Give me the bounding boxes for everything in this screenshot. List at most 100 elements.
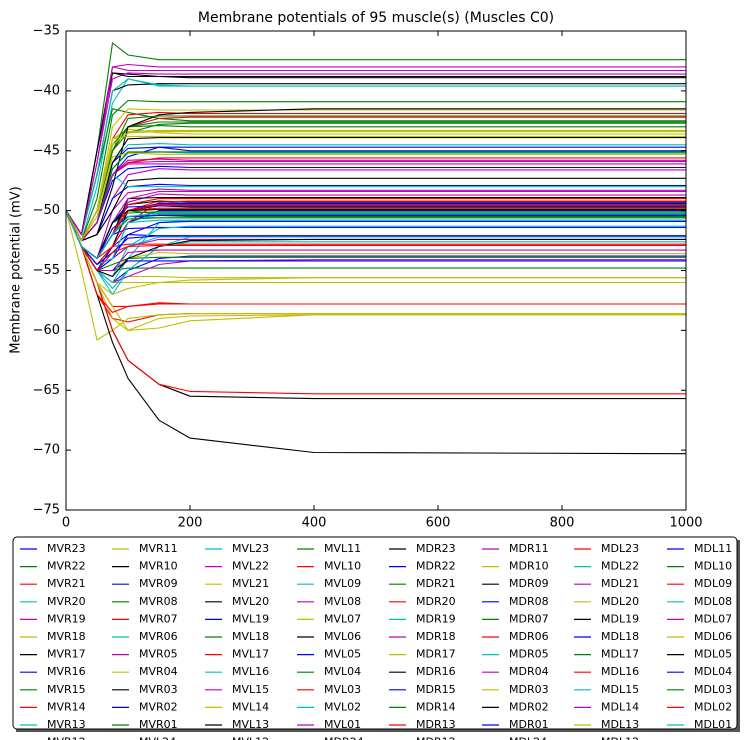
series-line [65,152,686,242]
series-line [65,210,686,272]
series-line [65,99,686,242]
series-line [65,210,686,313]
legend-label: MDR07 [509,612,549,625]
legend-label: MVR02 [139,700,178,713]
y-tick-label: −65 [33,383,60,398]
legend-label: MDR16 [416,665,456,678]
series-line [65,210,686,295]
legend-label: MVL21 [232,577,269,590]
legend-label: MDR24 [324,736,364,740]
legend-label: MVR22 [47,560,86,573]
legend-label: MDR03 [509,683,549,696]
legend-label: MVL19 [232,612,269,625]
legend-label: MVR12 [47,736,86,740]
legend-label: MDR23 [416,542,456,555]
series-line [65,78,686,236]
legend-label: MDR19 [416,612,456,625]
legend-label: MDR21 [416,577,456,590]
legend-label: MDR15 [416,683,456,696]
legend-label: MDR22 [416,560,456,573]
legend-label: MDR20 [416,595,456,608]
legend-label: MVL12 [232,736,269,740]
legend-label: MVL06 [324,630,361,643]
legend-label: MVL07 [324,612,361,625]
legend-label: MVR04 [139,665,178,678]
legend-label: MDR09 [509,577,549,590]
legend-label: MVL23 [232,542,269,555]
series-line [65,163,686,242]
series-line [65,66,686,236]
series-line [65,210,686,272]
legend-label: MVR09 [139,577,178,590]
legend-label: MDR13 [416,718,456,731]
y-tick-label: −40 [33,83,60,98]
series-line [65,210,686,260]
legend-label: MDL05 [694,648,732,661]
legend: MVR23 MVR22 MVR21 MVR20 MVR19 MVR18 MVR17 MVR16… [20,542,732,740]
legend-label: MVL09 [324,577,361,590]
chart-title: Membrane potentials of 95 muscle(s) (Mus… [198,10,554,26]
legend-label: MDL04 [694,665,732,678]
legend-label: MVL14 [232,700,269,713]
legend-box [12,536,738,730]
legend-label: MVR19 [47,612,86,625]
legend-label: MVL15 [232,683,269,696]
legend-label: MDL24 [509,736,547,740]
legend-label: MVL18 [232,630,269,643]
legend-label: MVR15 [47,683,86,696]
legend-label: MDR04 [509,665,549,678]
legend-label: MVR17 [47,648,86,661]
series-line [65,108,686,242]
legend-label: MDL06 [694,630,732,643]
legend-label: MDR01 [509,718,549,731]
y-tick-label: −75 [33,503,60,518]
legend-label: MVL16 [232,665,269,678]
x-tick-label: 800 [550,516,575,531]
y-tick-label: −35 [33,24,60,39]
legend-label: MDL12 [601,736,639,740]
series-line [65,210,686,395]
legend-label: MDL21 [601,577,639,590]
series-line [65,210,686,272]
series-line [65,210,686,272]
series-line [65,210,686,272]
legend-label: MVR13 [47,718,86,731]
series-line [65,210,686,272]
legend-label: MVL10 [324,560,361,573]
legend-label: MDL02 [694,700,732,713]
plot-area [65,42,687,455]
series-line [65,210,686,272]
legend-label: MDR10 [509,560,549,573]
legend-label: MDR17 [416,648,456,661]
legend-label: MVL17 [232,648,269,661]
y-tick-label: −70 [33,443,60,458]
legend-label: MDR18 [416,630,456,643]
series-line [65,210,686,272]
legend-label: MVL11 [324,542,361,555]
x-tick-label: 1000 [669,516,702,531]
y-tick-label: −45 [33,143,60,158]
legend-label: MDR02 [509,700,549,713]
legend-label: MVL02 [324,700,361,713]
legend-label: MVR08 [139,595,178,608]
legend-label: MDL23 [601,542,639,555]
y-tick-label: −55 [33,263,60,278]
legend-label: MDL11 [694,542,732,555]
legend-label: MDL03 [694,683,732,696]
legend-label: MDR06 [509,630,549,643]
legend-label: MVL03 [324,683,361,696]
legend-label: MVR07 [139,612,178,625]
legend-label: MDL18 [601,630,639,643]
legend-label: MDL09 [694,577,732,590]
legend-label: MDL13 [601,718,639,731]
y-tick-label: −60 [33,323,60,338]
series-line [65,210,686,272]
legend-label: MDL01 [694,718,732,731]
series-line [65,188,686,260]
legend-label: MVL05 [324,648,361,661]
series-line [65,72,686,236]
x-tick-label: 400 [302,516,327,531]
legend-label: MVL04 [324,665,361,678]
legend-label: MVR16 [47,665,86,678]
legend-label: MDL17 [601,648,639,661]
